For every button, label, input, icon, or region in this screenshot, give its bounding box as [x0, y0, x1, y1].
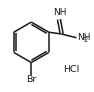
Text: HCl: HCl [63, 65, 80, 74]
Text: NH: NH [77, 33, 90, 42]
Text: Br: Br [26, 75, 36, 84]
Text: 2: 2 [83, 37, 88, 43]
Text: NH: NH [53, 8, 67, 17]
